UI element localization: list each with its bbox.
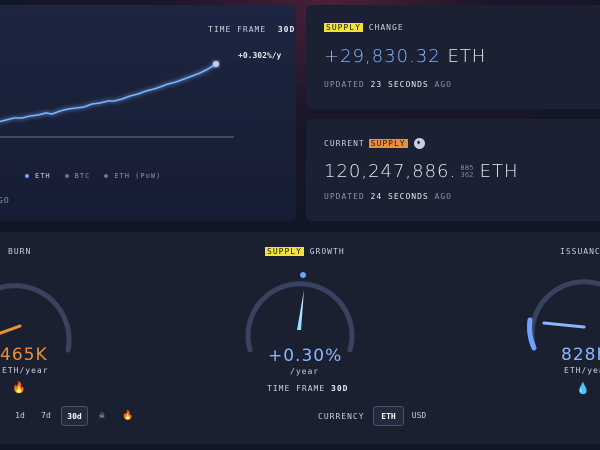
supply-growth-title: SUPPLY GROWTH	[265, 247, 345, 256]
supply-line-chart	[0, 61, 234, 138]
current-supply-updated-prefix: UPDATED	[324, 192, 365, 201]
burn-gauge-value: 465K	[0, 345, 48, 365]
current-supply-card: CURRENT SUPPLY ♦ 120,247,886. 885 362 ET…	[306, 119, 600, 221]
currency-label: CURRENCY	[318, 412, 365, 421]
burn-gauge-unit: ETH/year	[2, 366, 49, 375]
gauge-timeframe-value: 30d	[331, 384, 349, 393]
fire-icon: 🔥	[12, 381, 26, 394]
droplet-icon: 💧	[576, 382, 590, 395]
legend-dot-eth	[25, 174, 29, 178]
gauge-timeframe-label: TIME FRAME	[267, 384, 326, 393]
supply-change-label: SUPPLY CHANGE	[324, 23, 404, 32]
issuance-gauge-unit: ETH/year	[564, 366, 600, 375]
legend-item-btc[interactable]: BTC	[64, 172, 91, 180]
supply-growth-gauge	[245, 272, 355, 353]
current-supply-updated-time: 24 SECONDS	[370, 192, 429, 201]
current-supply-decimals-bottom: 362	[460, 170, 474, 179]
chart-legend: ETH BTC ETH (PoW)	[25, 172, 161, 180]
timeframe-7d-button[interactable]: 7d	[41, 411, 51, 420]
legend-item-eth[interactable]: ETH	[25, 172, 51, 180]
current-supply-value-row: 120,247,886. 885 362 ETH	[324, 161, 519, 182]
supply-chart-card: TIME FRAME 30d +0.302%/y ETH BTC ETH (Po…	[0, 5, 296, 221]
legend-dot-eth-pow	[104, 174, 109, 178]
supply-change-updated-prefix: UPDATED	[324, 80, 365, 89]
currency-eth-button[interactable]: ETH	[373, 406, 404, 426]
supply-growth-value: +0.30%	[268, 346, 343, 366]
fire-timeframe-icon[interactable]: 🔥	[122, 411, 134, 421]
current-supply-updated-suffix: AGO	[434, 192, 452, 201]
issuance-gauge-title: ISSUANCE	[560, 247, 600, 256]
timeframe-1d-button[interactable]: 1d	[15, 411, 25, 420]
supply-growth-title-highlight: SUPPLY	[265, 247, 304, 256]
supply-change-label-highlight: SUPPLY	[324, 23, 363, 32]
chart-timeframe: TIME FRAME 30d	[208, 25, 295, 34]
current-supply-label-highlight: SUPPLY	[368, 139, 408, 148]
supply-growth-gauge-track	[245, 281, 355, 353]
current-supply-unit: ETH	[479, 161, 519, 182]
eth-coin-icon[interactable]: ♦	[413, 138, 425, 149]
current-supply-value-main: 120,247,886.	[324, 161, 457, 182]
burn-gauge-track	[0, 283, 72, 353]
chart-footer-fragment: GO	[0, 196, 10, 205]
issuance-gauge-track	[529, 279, 600, 351]
supply-change-updated: UPDATED 23 SECONDS AGO	[324, 80, 452, 89]
gauges-panel	[0, 232, 600, 444]
current-supply-label-prefix: CURRENT	[324, 139, 365, 148]
burn-gauge-title: BURN	[8, 247, 32, 256]
burn-gauge-needle	[0, 324, 22, 335]
chart-endpoint-dot	[213, 61, 219, 67]
issuance-gauge-fill	[527, 317, 537, 351]
supply-growth-gauge-needle	[297, 290, 304, 330]
issuance-gauge-value: 828K	[561, 345, 600, 365]
legend-item-eth-pow[interactable]: ETH (PoW)	[104, 172, 161, 180]
current-supply-decimals: 885 362	[460, 163, 474, 179]
gauge-timeframe: TIME FRAME 30d	[267, 384, 348, 393]
currency-usd-button[interactable]: USD	[411, 411, 427, 420]
supply-change-label-rest: CHANGE	[368, 23, 404, 32]
supply-growth-unit: /year	[290, 367, 320, 376]
supply-change-card: SUPPLY CHANGE +29,830.32 ETH UPDATED 23 …	[306, 5, 600, 109]
chart-growth-label: +0.302%/y	[238, 51, 282, 60]
supply-growth-title-rest: GROWTH	[309, 247, 345, 256]
issuance-gauge	[527, 279, 600, 351]
supply-line	[0, 63, 217, 123]
burn-gauge	[0, 283, 72, 353]
legend-label-eth-pow: ETH (PoW)	[114, 172, 162, 180]
issuance-gauge-needle	[542, 321, 586, 329]
timeframe-30d-button[interactable]: 30d	[61, 406, 88, 426]
legend-dot-btc	[64, 174, 69, 178]
chart-timeframe-value: 30d	[277, 25, 296, 34]
supply-change-updated-suffix: AGO	[434, 80, 452, 89]
current-supply-updated: UPDATED 24 SECONDS AGO	[324, 192, 452, 201]
legend-label-btc: BTC	[74, 172, 91, 180]
supply-growth-gauge-marker	[300, 272, 306, 278]
chart-timeframe-label: TIME FRAME	[208, 25, 267, 34]
merge-skull-icon[interactable]: ☠	[99, 411, 105, 421]
legend-label-eth: ETH	[35, 172, 51, 180]
current-supply-label: CURRENT SUPPLY ♦	[324, 138, 425, 149]
supply-change-updated-time: 23 SECONDS	[370, 80, 429, 89]
supply-change-value: +29,830.32	[324, 46, 441, 67]
supply-change-unit: ETH	[447, 46, 487, 67]
supply-change-value-row: +29,830.32 ETH	[324, 46, 486, 67]
current-supply-decimals-top: 885	[460, 163, 474, 172]
